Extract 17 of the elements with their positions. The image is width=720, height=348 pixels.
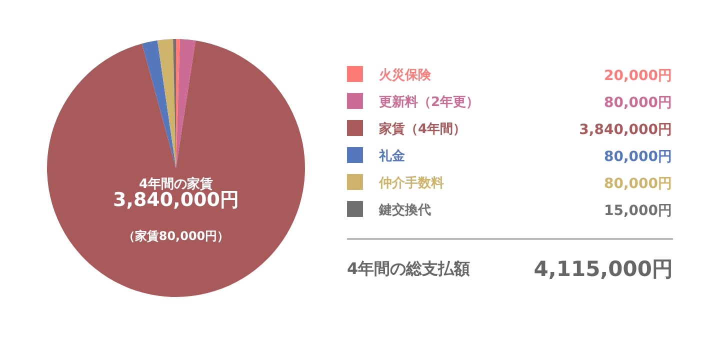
text: 3,840,000円 — [113, 189, 239, 211]
text: （家賃80,000円） — [122, 229, 230, 243]
text: 4年間の総支払額 — [347, 259, 470, 278]
text: 4,115,000円 — [534, 257, 673, 281]
text: 4年間の家賃 — [138, 176, 214, 192]
data-label: 80,000円 — [604, 176, 672, 192]
legend-label: 礼金 — [378, 148, 406, 164]
data-label: 80,000円 — [604, 95, 672, 111]
data-label: 3,840,000円 — [579, 122, 672, 138]
legend-label: 火災保険 — [378, 67, 432, 83]
data-label: 15,000円 — [604, 203, 672, 219]
legend-label: 鍵交換代 — [378, 202, 431, 218]
data-label: 80,000円 — [604, 149, 672, 165]
legend-label: 仲介手数料 — [378, 175, 444, 191]
legend-label: 更新料（2年更） — [379, 94, 480, 110]
legend-label: 家賃（4年間） — [378, 121, 466, 137]
data-label: 20,000円 — [604, 68, 672, 84]
